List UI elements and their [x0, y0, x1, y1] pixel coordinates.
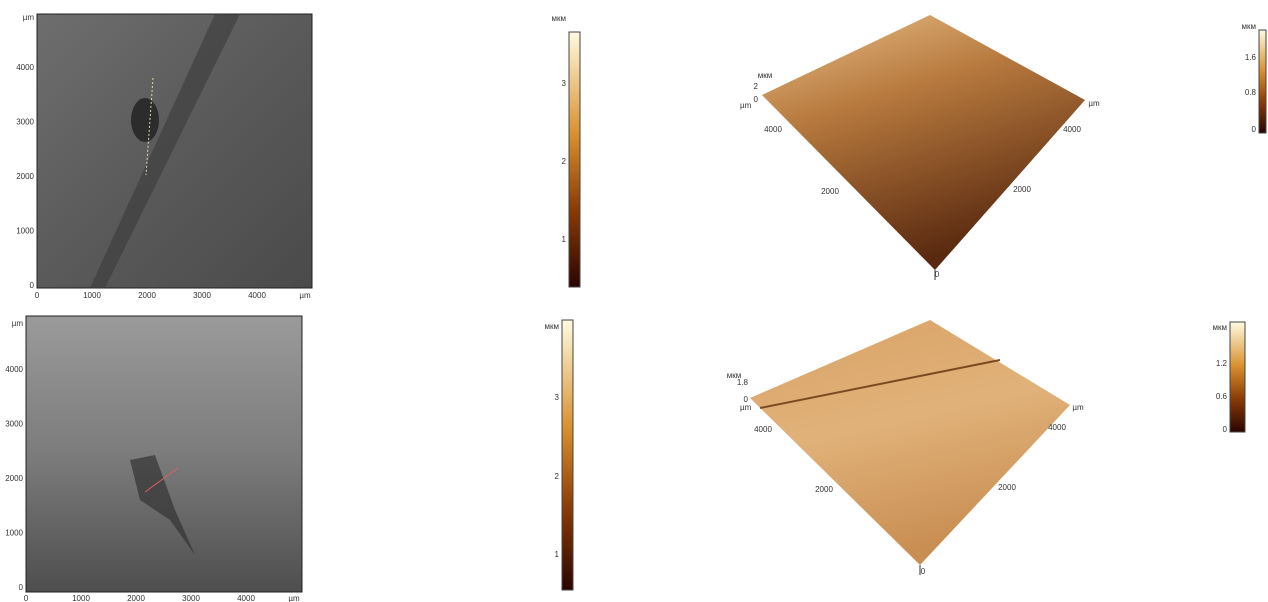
y-tick-label: 0	[19, 583, 24, 592]
axis-unit: µm	[1088, 99, 1100, 108]
x-tick-label: 1000	[83, 291, 101, 300]
z-tick-label: 0	[754, 95, 759, 104]
y-tick-label: 4000	[5, 365, 23, 374]
colorbar	[562, 320, 573, 590]
colorbar-tick: 3	[562, 79, 567, 88]
axis-unit: µm	[740, 403, 752, 412]
colorbar-tick: 2	[555, 472, 560, 481]
x-tick-label: 3000	[193, 291, 211, 300]
surface-3d	[762, 15, 1085, 270]
axis-tick-label: 4000	[764, 125, 782, 134]
axis-tick-label: 4000	[1048, 423, 1066, 432]
microscope-image	[26, 316, 302, 592]
z-unit: мкм	[758, 71, 773, 80]
colorbar-unit: мкм	[1242, 22, 1257, 31]
defect	[131, 98, 159, 142]
x-tick-label: 0	[24, 594, 29, 602]
colorbar-tick: 1.2	[1216, 359, 1228, 368]
colorbar-unit: мкм	[1213, 323, 1228, 332]
colorbar-tick: 1	[562, 235, 567, 244]
y-tick-label: 2000	[5, 474, 23, 483]
colorbar-unit: мкм	[552, 14, 567, 23]
axis-tick-label: 0	[935, 270, 940, 279]
y-unit: µm	[12, 319, 24, 328]
axis-tick-label: 2000	[1013, 185, 1031, 194]
y-tick-label: 0	[30, 281, 35, 290]
figure: 01000200030004000µm01000200030004000µmмк…	[0, 0, 1268, 602]
x-unit: µm	[299, 291, 311, 300]
axis-tick-label: 0	[921, 567, 926, 576]
colorbar-tick: 0	[1223, 425, 1228, 434]
axis-tick-label: 4000	[754, 425, 772, 434]
x-tick-label: 4000	[248, 291, 266, 300]
x-tick-label: 2000	[138, 291, 156, 300]
z-tick-label: 1.8	[737, 378, 749, 387]
colorbar-unit: мкм	[545, 322, 560, 331]
colorbar	[1230, 322, 1245, 432]
axis-tick-label: 2000	[998, 483, 1016, 492]
colorbar-tick: 1	[555, 550, 560, 559]
axis-tick-label: 2000	[815, 485, 833, 494]
colorbar-tick: 2	[562, 157, 567, 166]
axis-unit: µm	[740, 101, 752, 110]
colorbar-tick: 0.6	[1216, 392, 1228, 401]
z-tick-label: 2	[754, 82, 759, 91]
y-tick-label: 4000	[16, 63, 34, 72]
y-unit: µm	[23, 13, 35, 22]
y-tick-label: 1000	[5, 529, 23, 538]
colorbar-tick: 3	[555, 393, 560, 402]
colorbar-tick: 1.6	[1245, 53, 1257, 62]
x-tick-label: 2000	[127, 594, 145, 602]
axis-unit: µm	[1072, 403, 1084, 412]
colorbar-tick: 0	[1252, 125, 1257, 134]
x-tick-label: 4000	[237, 594, 255, 602]
y-tick-label: 1000	[16, 227, 34, 236]
microscope-image	[37, 14, 312, 288]
colorbar	[1259, 30, 1266, 133]
y-tick-label: 3000	[16, 118, 34, 127]
x-tick-label: 1000	[72, 594, 90, 602]
axis-tick-label: 4000	[1063, 125, 1081, 134]
x-tick-label: 3000	[182, 594, 200, 602]
x-tick-label: 0	[35, 291, 40, 300]
axis-tick-label: 2000	[821, 187, 839, 196]
colorbar-tick: 0.8	[1245, 88, 1257, 97]
x-unit: µm	[288, 594, 300, 602]
y-tick-label: 2000	[16, 172, 34, 181]
colorbar	[569, 32, 580, 287]
y-tick-label: 3000	[5, 420, 23, 429]
surface-3d	[750, 320, 1070, 565]
